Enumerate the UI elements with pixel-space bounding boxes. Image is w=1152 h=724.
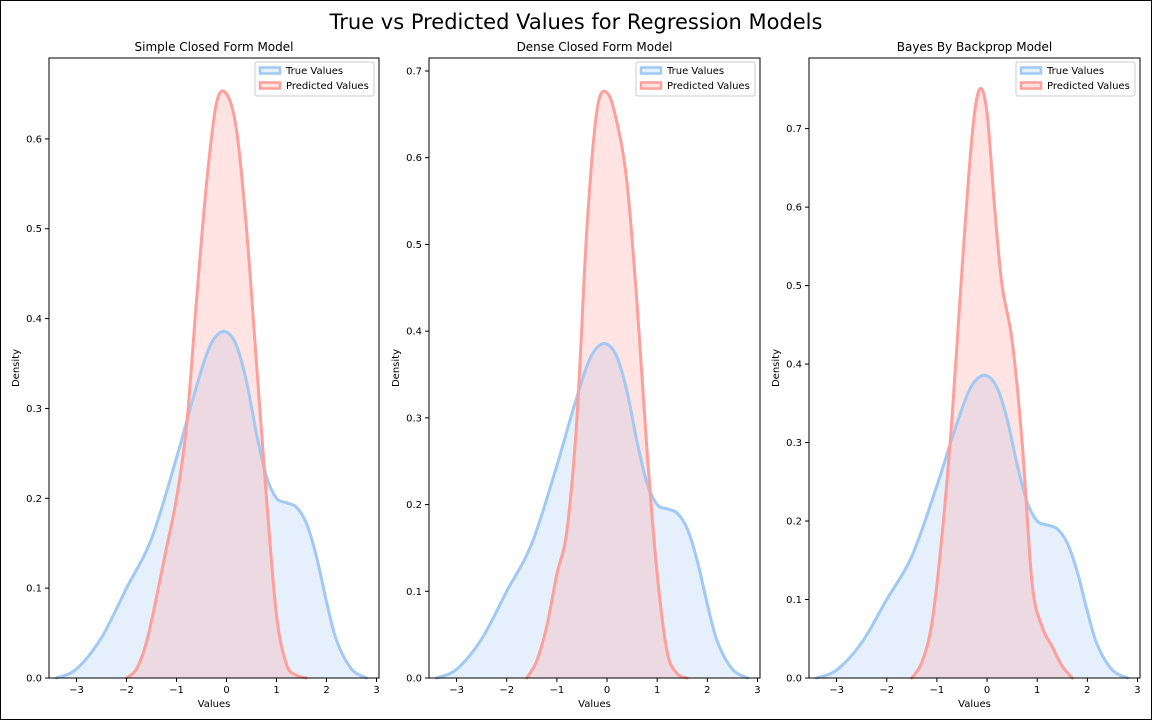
legend-swatch-true	[1019, 66, 1043, 75]
x-tick-label: 0	[223, 685, 229, 696]
x-tick-label: 1	[273, 685, 279, 696]
y-tick-label: 0.3	[406, 413, 422, 424]
y-tick-label: 0.3	[26, 404, 42, 415]
legend-swatch-predicted	[258, 81, 282, 90]
true-values-area	[56, 331, 367, 678]
legend-label: True Values	[285, 66, 343, 77]
x-tick-label: −1	[930, 685, 945, 696]
chart-panel: −3 −2 −1 0 1 2 3 0.0 0.1 0.2 0.3 0.4 0.5 0.6 Simple Cl…	[11, 40, 380, 710]
x-tick-label: 3	[373, 685, 379, 696]
legend: True Values Predicted Values	[635, 61, 756, 97]
axes-frame	[428, 57, 761, 679]
y-tick-label: 0.4	[786, 360, 802, 371]
y-tick-label: 0.1	[786, 595, 802, 606]
x-tick-label: −3	[69, 685, 84, 696]
x-tick-label: −2	[119, 685, 134, 696]
legend-box	[1015, 61, 1136, 97]
x-tick-label: 3	[1134, 685, 1140, 696]
x-tick-label: −2	[499, 685, 514, 696]
true-values-area	[816, 375, 1128, 678]
legend-box	[254, 61, 375, 97]
chart-title: Bayes By Backprop Model	[897, 40, 1053, 54]
y-tick-label: 0.6	[406, 153, 422, 164]
y-tick-label: 0.1	[26, 584, 42, 595]
y-tick-label: 0.4	[406, 327, 422, 338]
predicted-values-line	[910, 86, 1074, 680]
y-axis-label: Density	[391, 349, 402, 387]
y-tick-label: 0.5	[26, 224, 42, 235]
y-axis-label: Density	[771, 349, 782, 387]
axes-frame	[808, 57, 1141, 679]
y-tick-label: 0.2	[786, 517, 802, 528]
y-tick-label: 0.1	[406, 587, 422, 598]
figure-title: True vs Predicted Values for Regression …	[329, 10, 823, 34]
y-tick-label: 0.4	[26, 314, 42, 325]
x-axis-label: Values	[958, 699, 991, 710]
x-tick-label: −1	[169, 685, 184, 696]
y-tick-label: 0.2	[406, 500, 422, 511]
x-tick-label: 2	[323, 685, 329, 696]
legend-label: Predicted Values	[1047, 81, 1130, 92]
y-tick-label: 0.7	[786, 124, 802, 135]
x-tick-label: 2	[704, 685, 710, 696]
chart-title: Simple Closed Form Model	[135, 40, 294, 54]
chart-panel: −3 −2 −1 0 1 2 3 0.0 0.1 0.2 0.3 0.4 0.5 0.6 0.7 Dense …	[391, 40, 761, 710]
legend: True Values Predicted Values	[1015, 61, 1136, 97]
y-tick-label: 0.2	[26, 494, 42, 505]
legend-label: True Values	[666, 66, 724, 77]
legend-swatch-predicted	[639, 81, 663, 90]
legend-swatch-true	[258, 66, 282, 75]
x-tick-label: −2	[879, 685, 894, 696]
predicted-values-area	[911, 88, 1073, 679]
x-tick-label: 0	[984, 685, 990, 696]
legend-swatch-predicted	[1019, 81, 1043, 90]
x-axis-label: Values	[578, 699, 611, 710]
y-axis-label: Density	[11, 349, 22, 387]
true-values-area	[436, 343, 748, 678]
x-tick-label: 1	[1034, 685, 1040, 696]
legend-box	[635, 61, 756, 97]
legend: True Values Predicted Values	[254, 61, 375, 97]
chart-title: Dense Closed Form Model	[517, 40, 673, 54]
y-tick-label: 0.7	[406, 67, 422, 78]
legend-label: Predicted Values	[667, 81, 750, 92]
x-tick-label: 2	[1084, 685, 1090, 696]
predicted-values-line	[525, 89, 689, 680]
y-tick-label: 0.3	[786, 438, 802, 449]
legend-swatch-true	[639, 66, 663, 75]
legend-label: True Values	[1046, 66, 1104, 77]
legend-label: Predicted Values	[286, 81, 369, 92]
predicted-values-line	[125, 89, 308, 680]
x-tick-label: −3	[449, 685, 464, 696]
x-tick-label: 0	[604, 685, 610, 696]
chart-panel: −3 −2 −1 0 1 2 3 0.0 0.1 0.2 0.3 0.4 0.5 0.6 0.7 Bayes …	[771, 40, 1141, 710]
x-tick-label: 3	[754, 685, 760, 696]
true-values-line	[55, 329, 368, 680]
y-tick-label: 0.0	[26, 674, 42, 685]
y-tick-label: 0.6	[786, 203, 802, 214]
x-tick-label: 1	[654, 685, 660, 696]
x-axis-label: Values	[198, 699, 231, 710]
y-tick-label: 0.0	[406, 674, 422, 685]
x-tick-label: −3	[829, 685, 844, 696]
y-tick-label: 0.0	[786, 674, 802, 685]
y-tick-label: 0.6	[26, 134, 42, 145]
y-tick-label: 0.5	[786, 281, 802, 292]
y-tick-label: 0.5	[406, 240, 422, 251]
true-values-line	[815, 373, 1129, 680]
axes-frame	[48, 57, 380, 679]
x-tick-label: −1	[550, 685, 565, 696]
true-values-line	[435, 342, 749, 680]
